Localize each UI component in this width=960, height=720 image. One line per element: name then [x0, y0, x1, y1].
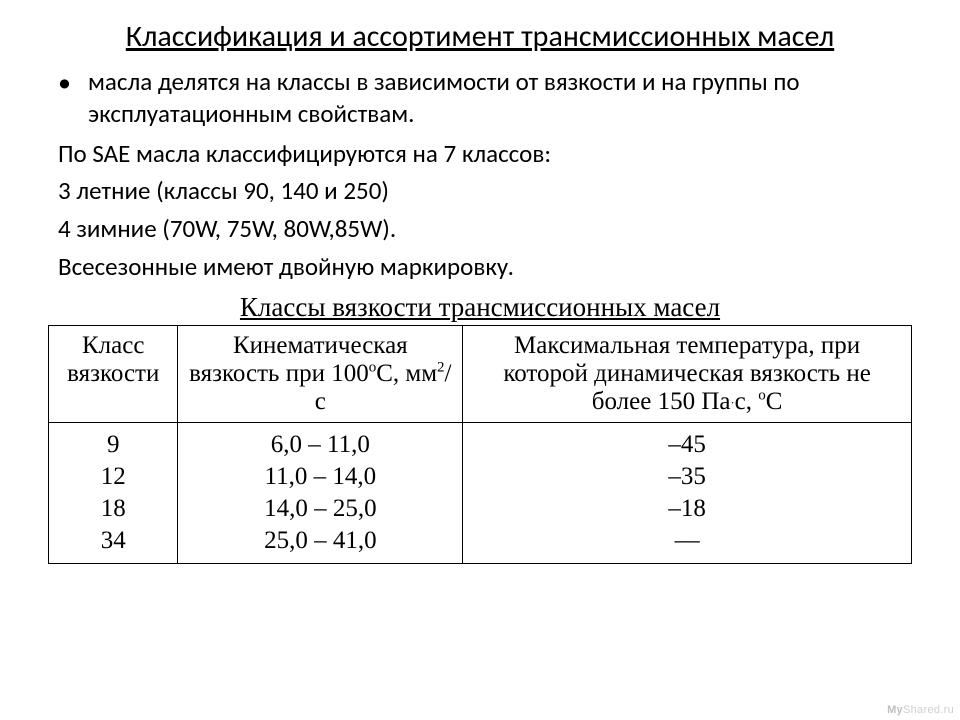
bullet-main: масла делятся на классы в зависимости от… [48, 66, 912, 131]
line-winter: 4 зимние (70W, 75W, 80W,85W). [48, 212, 912, 246]
cell-class-0: 9 [57, 429, 169, 461]
line-allseason: Всесезонные имеют двойную маркировку. [48, 250, 912, 284]
th-kv-c: С, мм [376, 360, 437, 387]
cell-temp-1: –35 [471, 461, 903, 493]
cell-kv-1: 11,0 – 14,0 [186, 461, 454, 493]
th-temp: Максимальная температура, при которой ди… [463, 325, 912, 422]
cell-temp: –45 –35 –18 –– [463, 422, 912, 563]
viscosity-table: Класс вязкости Кинематическая вязкость п… [48, 325, 912, 564]
table-header-row: Класс вязкости Кинематическая вязкость п… [49, 325, 912, 422]
cell-temp-0: –45 [471, 429, 903, 461]
watermark-my: My [887, 704, 903, 716]
cell-kv-3: 25,0 – 41,0 [186, 525, 454, 557]
slide: Классификация и ассортимент трансмиссион… [0, 0, 960, 720]
cell-temp-2: –18 [471, 493, 903, 525]
table-data-row: 9 12 18 34 6,0 – 11,0 11,0 – 14,0 14,0 –… [49, 422, 912, 563]
th-kv-exp: 2 [437, 359, 445, 375]
cell-kv-2: 14,0 – 25,0 [186, 493, 454, 525]
watermark-shared: Shared [903, 704, 940, 716]
th-temp-deg: о [758, 387, 766, 403]
th-kinematic: Кинематическая вязкость при 100оС, мм2/с [178, 325, 463, 422]
line-summer: 3 летние (классы 90, 140 и 250) [48, 174, 912, 208]
th-class: Класс вязкости [49, 325, 178, 422]
watermark: MyShared.ru [887, 704, 954, 716]
cell-class-3: 34 [57, 525, 169, 557]
cell-class-2: 18 [57, 493, 169, 525]
cell-temp-3: –– [471, 525, 903, 557]
th-temp-s: с, [735, 388, 759, 415]
cell-kv-0: 6,0 – 11,0 [186, 429, 454, 461]
page-title: Классификация и ассортимент трансмиссион… [48, 18, 912, 56]
cell-class: 9 12 18 34 [49, 422, 178, 563]
line-sae: По SAE масла классифицируются на 7 класс… [48, 137, 912, 171]
cell-kv: 6,0 – 11,0 11,0 – 14,0 14,0 – 25,0 25,0 … [178, 422, 463, 563]
th-temp-prefix: Максимальная температура, при которой ди… [503, 332, 871, 415]
th-temp-c: С [766, 388, 783, 415]
table-subheading: Классы вязкости трансмиссионных масел [48, 292, 912, 323]
cell-class-1: 12 [57, 461, 169, 493]
watermark-ru: ru [944, 704, 954, 716]
